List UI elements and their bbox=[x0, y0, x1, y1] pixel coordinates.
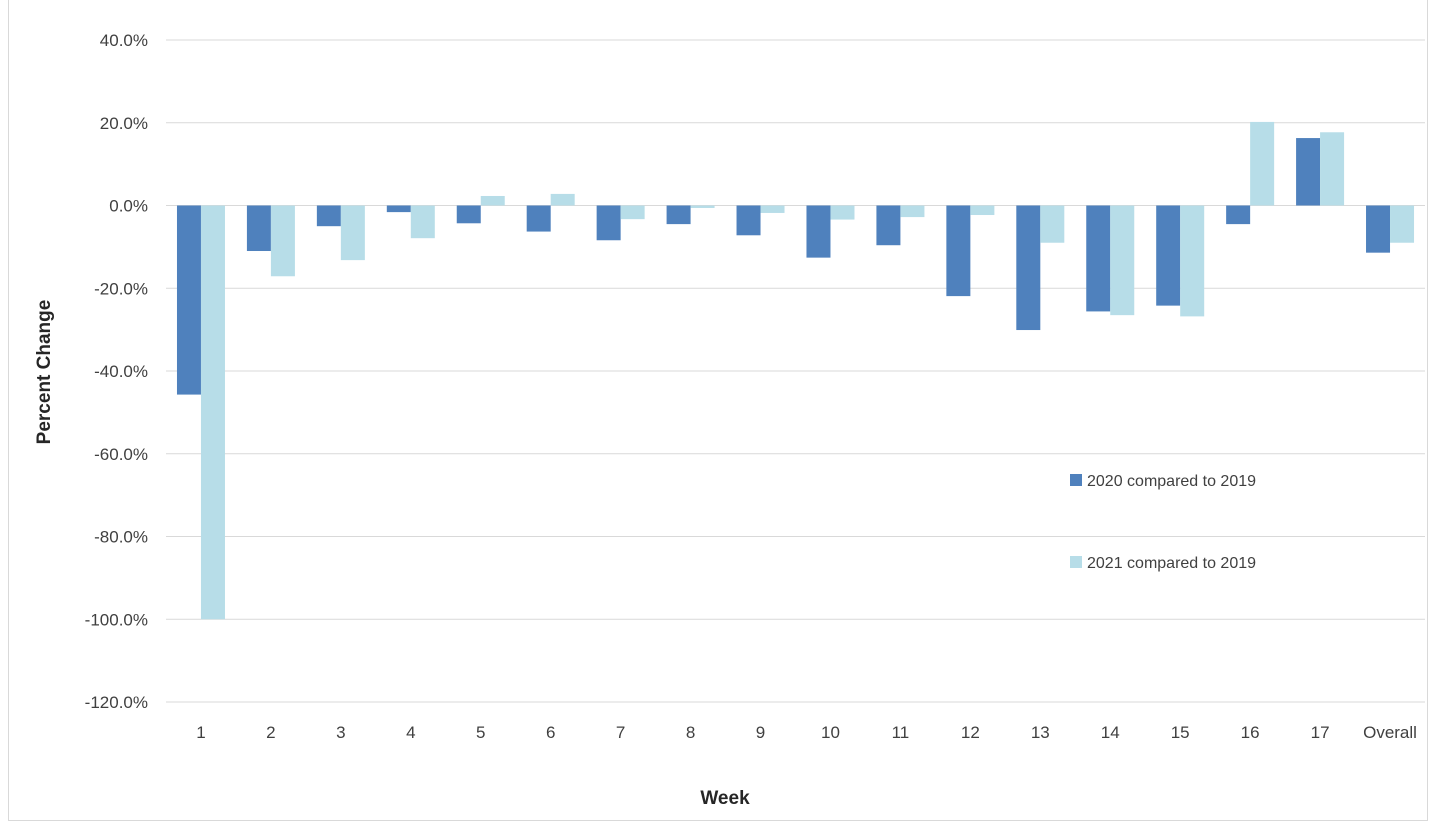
y-tick-label: -20.0% bbox=[94, 279, 148, 298]
bar-2021-2 bbox=[270, 205, 295, 277]
x-tick-label: 9 bbox=[756, 723, 765, 742]
bar-2020-17 bbox=[1296, 138, 1321, 206]
bar-2021-8 bbox=[690, 205, 715, 208]
y-tick-label: -100.0% bbox=[85, 610, 148, 629]
legend-item-2021: 2021 compared to 2019 bbox=[1070, 555, 1256, 572]
x-tick-label: 7 bbox=[616, 723, 625, 742]
x-tick-label: 16 bbox=[1241, 723, 1260, 742]
x-axis-title: Week bbox=[700, 788, 750, 809]
y-axis-title: Percent Change bbox=[34, 300, 55, 445]
x-tick-label: 12 bbox=[961, 723, 980, 742]
y-tick-label: -60.0% bbox=[94, 445, 148, 464]
x-tick-label: 4 bbox=[406, 723, 415, 742]
bar-2020-16 bbox=[1226, 205, 1251, 225]
bar-2020-12 bbox=[946, 205, 971, 297]
y-tick-label: 0.0% bbox=[109, 197, 148, 216]
bar-2021-11 bbox=[900, 205, 925, 218]
bar-2020-11 bbox=[876, 205, 901, 246]
x-tick-label: 14 bbox=[1101, 723, 1120, 742]
bar-2020-6 bbox=[526, 205, 551, 232]
bar-2021-5 bbox=[480, 195, 505, 206]
x-tick-label: 17 bbox=[1311, 723, 1330, 742]
bar-2021-17 bbox=[1320, 132, 1345, 206]
bar-2021-12 bbox=[970, 205, 995, 216]
bar-2021-7 bbox=[620, 205, 645, 220]
y-axis-ticks: 40.0% 20.0% 0.0% -20.0% -40.0% -60.0% -80.0% -1… bbox=[85, 31, 148, 712]
legend: 2020 compared to 2019 2021 compared to 2… bbox=[1070, 473, 1256, 572]
bar-2020-3 bbox=[316, 205, 341, 227]
bars bbox=[176, 121, 1415, 620]
x-tick-label: 11 bbox=[892, 723, 910, 742]
bar-2020-15 bbox=[1156, 205, 1181, 306]
y-tick-label: 40.0% bbox=[100, 31, 148, 50]
bar-2021-15 bbox=[1180, 205, 1205, 317]
bar-2021-3 bbox=[340, 205, 365, 261]
bar-2021-10 bbox=[830, 205, 855, 220]
y-tick-label: -40.0% bbox=[94, 362, 148, 381]
bar-2021-overall bbox=[1390, 205, 1415, 243]
y-tick-label: -80.0% bbox=[94, 528, 148, 547]
bar-2020-5 bbox=[456, 205, 481, 224]
bar-2020-8 bbox=[666, 205, 691, 225]
x-tick-label: 3 bbox=[336, 723, 345, 742]
bar-2020-13 bbox=[1016, 205, 1041, 331]
bar-2021-9 bbox=[760, 205, 785, 213]
x-tick-label: 8 bbox=[686, 723, 695, 742]
bar-2020-4 bbox=[386, 205, 411, 213]
legend-swatch-2020 bbox=[1070, 474, 1082, 486]
bar-2020-14 bbox=[1086, 205, 1111, 312]
x-tick-label: 6 bbox=[546, 723, 555, 742]
legend-item-2020: 2020 compared to 2019 bbox=[1070, 473, 1256, 490]
bar-2020-9 bbox=[736, 205, 761, 236]
x-tick-label: Overall bbox=[1363, 723, 1417, 742]
chart-frame bbox=[8, 0, 1428, 821]
bar-2020-1 bbox=[176, 205, 201, 395]
gridlines bbox=[166, 39, 1425, 703]
x-tick-label: 15 bbox=[1171, 723, 1190, 742]
bar-2020-10 bbox=[806, 205, 831, 258]
bar-2021-1 bbox=[200, 205, 225, 620]
x-tick-label: 10 bbox=[821, 723, 840, 742]
bar-2021-14 bbox=[1110, 205, 1135, 316]
legend-label-2020: 2020 compared to 2019 bbox=[1087, 473, 1256, 490]
bar-2020-overall bbox=[1366, 205, 1391, 253]
bar-2021-4 bbox=[410, 205, 435, 239]
legend-swatch-2021 bbox=[1070, 556, 1082, 568]
x-tick-label: 5 bbox=[476, 723, 485, 742]
bar-2021-16 bbox=[1250, 121, 1275, 206]
y-tick-label: -120.0% bbox=[85, 693, 148, 712]
legend-label-2021: 2021 compared to 2019 bbox=[1087, 555, 1256, 572]
bar-2020-2 bbox=[246, 205, 271, 252]
y-tick-label: 20.0% bbox=[100, 114, 148, 133]
x-tick-label: 1 bbox=[196, 723, 205, 742]
bar-2021-6 bbox=[550, 193, 575, 206]
x-axis-ticks: 1 2 3 4 5 6 7 8 9 10 11 12 13 14 15 16 17 Overall bbox=[196, 723, 1417, 742]
x-tick-label: 13 bbox=[1031, 723, 1050, 742]
x-tick-label: 2 bbox=[266, 723, 275, 742]
bar-2021-13 bbox=[1040, 205, 1065, 243]
bar-2020-7 bbox=[596, 205, 621, 241]
